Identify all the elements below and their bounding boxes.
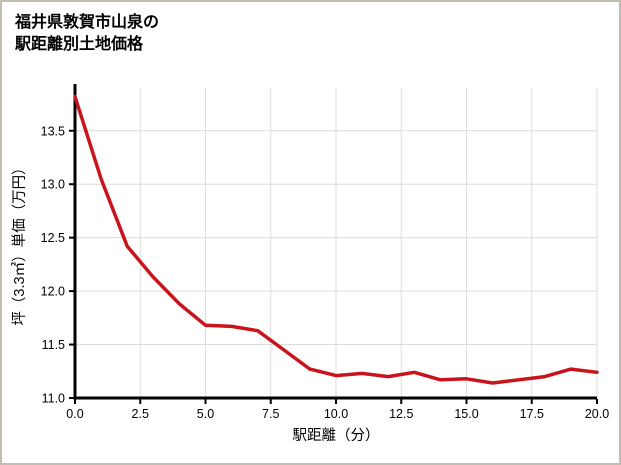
chart-title-line-1: 福井県敦賀市山泉の	[15, 14, 160, 31]
y-tick-label: 12.0	[41, 285, 65, 299]
price-line	[73, 94, 599, 385]
x-axis-title: 駅距離（分）	[293, 426, 380, 444]
chart-title-line-2: 駅距離別土地価格	[15, 36, 144, 54]
y-tick-label: 13.5	[41, 124, 65, 138]
y-axis-title: 坪（3.3㎡）単価（万円）	[11, 160, 28, 325]
x-tick-label: 12.5	[389, 407, 413, 421]
y-tick-label: 13.0	[41, 178, 65, 192]
y-tick-label: 11.5	[42, 338, 65, 352]
x-tick-label: 17.5	[520, 407, 544, 421]
chart-title: 福井県敦賀市山泉の 駅距離別土地価格	[15, 12, 159, 57]
x-tick-label: 5.0	[197, 407, 214, 421]
x-tick-label: 20.0	[585, 407, 609, 421]
x-tick-label: 15.0	[454, 407, 478, 421]
y-tick-label: 11.0	[42, 392, 65, 406]
x-tick-label: 10.0	[324, 407, 348, 421]
y-tick-label: 12.5	[41, 231, 65, 245]
x-tick-label: 7.5	[262, 407, 279, 421]
x-tick-label: 2.5	[132, 407, 149, 421]
x-tick-label: 0.0	[66, 407, 83, 421]
